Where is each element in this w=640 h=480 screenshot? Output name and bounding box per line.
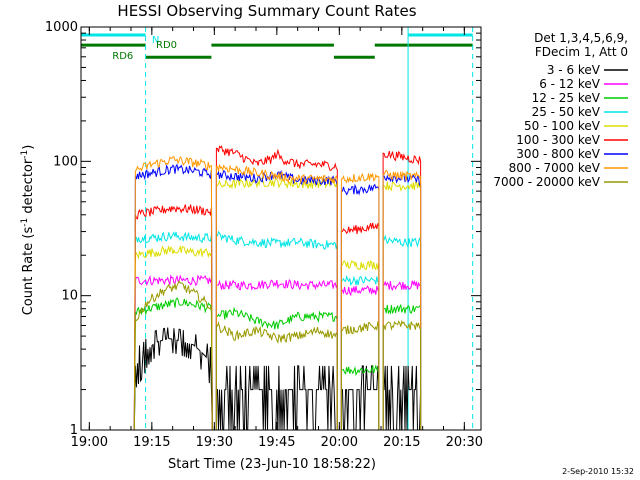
flag-label-rd0: RD0 xyxy=(156,40,177,51)
series-line-1 xyxy=(215,279,338,430)
x-tick-label: 20:30 xyxy=(446,435,483,450)
legend-header-1: Det 1,3,4,5,6,9, xyxy=(534,31,628,45)
x-tick-label: 19:45 xyxy=(258,435,295,450)
series-line-6 xyxy=(133,163,213,431)
series-line-0 xyxy=(340,365,380,431)
series-line-4 xyxy=(215,176,338,430)
y-label-mid: detector xyxy=(21,158,36,218)
series-line-1 xyxy=(133,274,213,431)
series-line-8 xyxy=(340,321,380,430)
series-line-4 xyxy=(382,179,422,430)
series-line-5 xyxy=(133,204,213,431)
series-line-5 xyxy=(340,222,380,430)
legend-label: 3 - 6 keV xyxy=(547,63,601,77)
legend-label: 100 - 300 keV xyxy=(516,133,600,147)
chart-title: HESSI Observing Summary Count Rates xyxy=(117,2,416,20)
series-line-1 xyxy=(382,279,422,430)
y-label-sup1: -1 xyxy=(20,218,30,227)
series-line-1 xyxy=(340,285,380,430)
series-line-4 xyxy=(340,260,380,430)
reference-lines xyxy=(80,27,474,430)
series-line-2 xyxy=(382,303,422,430)
y-tick-label: 1000 xyxy=(45,20,78,35)
legend-label: 50 - 100 keV xyxy=(524,119,601,133)
series-line-4 xyxy=(133,244,213,431)
series-line-3 xyxy=(215,230,338,430)
series-line-8 xyxy=(382,319,422,430)
legend-label: 25 - 50 keV xyxy=(532,105,601,119)
series-line-0 xyxy=(215,365,338,431)
series-line-2 xyxy=(215,306,338,430)
y-label-sup2: -1 xyxy=(20,150,30,159)
series-line-3 xyxy=(382,234,422,430)
x-tick-label: 19:15 xyxy=(133,435,170,450)
x-tick-label: 19:30 xyxy=(196,435,233,450)
series-line-5 xyxy=(382,150,422,430)
series-line-6 xyxy=(340,183,380,430)
legend-header-2: FDecim 1, Att 0 xyxy=(535,45,628,59)
series-line-0 xyxy=(382,365,422,431)
series-line-2 xyxy=(340,364,380,430)
axis-ticks: 19:00 19:15 19:30 19:45 20:00 20:15 20:30 1 10 10… xyxy=(45,20,483,450)
y-tick-label: 1 xyxy=(70,423,78,438)
series-line-7 xyxy=(133,156,213,431)
series-line-5 xyxy=(215,145,338,430)
series-line-3 xyxy=(133,231,213,431)
y-tick-label: 10 xyxy=(61,289,78,304)
series-group xyxy=(133,145,422,431)
series-line-7 xyxy=(340,172,380,430)
legend: Det 1,3,4,5,6,9, FDecim 1, Att 0 3 - 6 k… xyxy=(493,31,628,189)
series-line-6 xyxy=(382,173,422,430)
y-label-part: Count Rate (s xyxy=(21,227,36,316)
legend-label: 800 - 7000 keV xyxy=(509,161,601,175)
plot-frame xyxy=(80,26,482,431)
legend-label: 7000 - 20000 keV xyxy=(493,175,600,189)
series-line-0 xyxy=(133,327,213,431)
series-line-3 xyxy=(340,274,380,430)
legend-label: 12 - 25 keV xyxy=(532,91,601,105)
series-line-2 xyxy=(133,297,213,431)
x-axis-label: Start Time (23-Jun-10 18:58:22) xyxy=(168,457,376,472)
x-tick-label: 19:00 xyxy=(71,435,108,450)
footer-date: 2-Sep-2010 15:32 xyxy=(562,467,634,476)
x-tick-label: 20:00 xyxy=(321,435,358,450)
legend-label: 6 - 12 keV xyxy=(539,77,601,91)
series-line-7 xyxy=(215,164,338,430)
flag-label-n: N xyxy=(152,35,159,46)
series-line-8 xyxy=(215,321,338,430)
series-line-8 xyxy=(133,279,213,431)
legend-label: 300 - 800 keV xyxy=(516,147,600,161)
x-tick-label: 20:15 xyxy=(383,435,420,450)
y-tick-label: 100 xyxy=(53,154,78,169)
series-line-7 xyxy=(382,169,422,430)
y-label-end: ) xyxy=(21,145,36,150)
y-axis-label: Count Rate (s-1 detector-1) xyxy=(20,145,36,316)
flag-label-rd6: RD6 xyxy=(112,51,133,62)
